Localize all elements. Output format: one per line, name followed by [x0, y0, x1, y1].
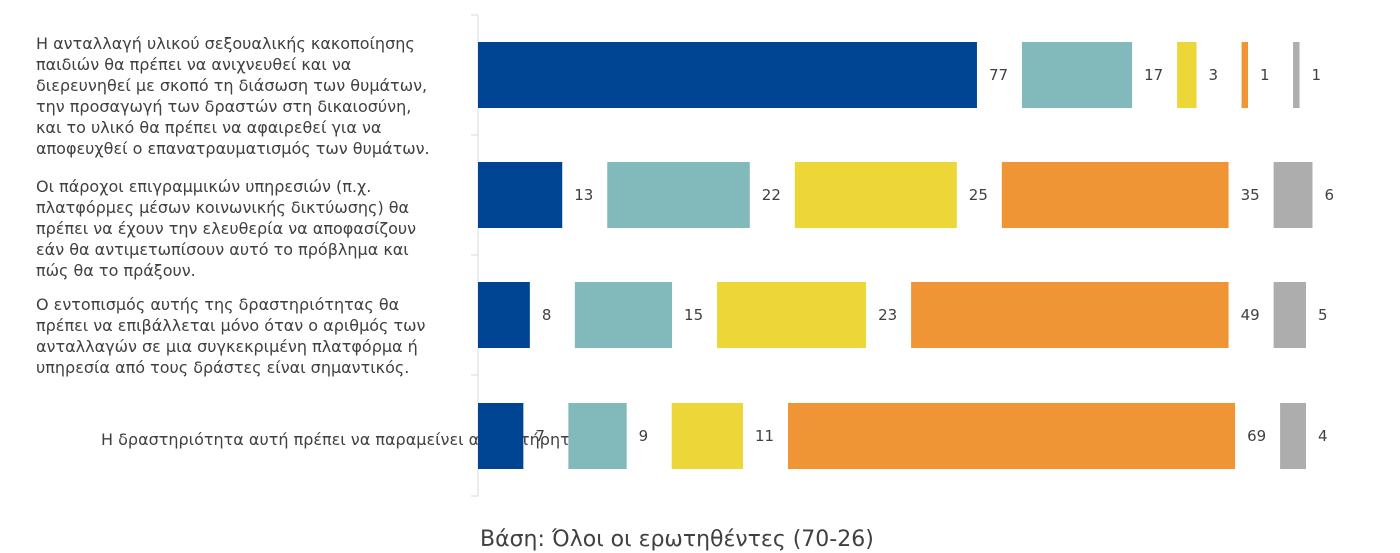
base-note: Βάση: Όλοι οι ερωτηθέντες (70-26) — [480, 527, 874, 552]
category-label-1: Η ανταλλαγή υλικού σεξουαλικής κακοποίησ… — [36, 34, 430, 158]
data-label: 77 — [989, 66, 1008, 84]
data-label: 25 — [969, 186, 988, 204]
bar-segment — [574, 282, 673, 348]
data-label: 6 — [1324, 186, 1334, 204]
bar-segment — [478, 162, 563, 228]
data-label: 3 — [1209, 66, 1219, 84]
bar-segment — [1280, 403, 1306, 469]
bar-segment — [607, 162, 750, 228]
bar-segment — [787, 403, 1236, 469]
data-label: 23 — [878, 306, 897, 324]
data-label: 11 — [755, 427, 774, 445]
bar-segment — [911, 282, 1229, 348]
category-label-3: Ο εντοπισμός αυτής της δραστηριότητας θα… — [36, 295, 426, 377]
data-label: 4 — [1318, 427, 1328, 445]
data-label: 1 — [1312, 66, 1322, 84]
bar-segment — [478, 42, 977, 108]
data-label: 17 — [1144, 66, 1163, 84]
bar-group: 77 17 3 1 113 22 25 35 68 15 23 49 57 9 11 69 4 — [478, 42, 1334, 469]
data-label: 8 — [542, 306, 552, 324]
bar-segment — [794, 162, 957, 228]
data-label: 22 — [762, 186, 781, 204]
bar-segment — [1273, 162, 1313, 228]
bar-segment — [1021, 42, 1133, 108]
data-label: 69 — [1247, 427, 1266, 445]
bar-segment — [1241, 42, 1249, 108]
category-label-2: Οι πάροχοι επιγραμμικών υπηρεσιών (π.χ. … — [36, 177, 417, 280]
data-label: 5 — [1318, 306, 1328, 324]
bar-segment — [1273, 282, 1306, 348]
bar-segment — [671, 403, 743, 469]
bar-segment — [1001, 162, 1229, 228]
bar-segment — [478, 282, 530, 348]
bar-segment — [717, 282, 867, 348]
data-label: 35 — [1241, 186, 1260, 204]
category-label-4: Η δραστηριότητα αυτή πρέπει να παραμείνε… — [101, 430, 580, 449]
data-label: 49 — [1241, 306, 1260, 324]
data-label: 15 — [684, 306, 703, 324]
bar-segment — [1177, 42, 1197, 108]
data-label: 9 — [639, 427, 649, 445]
bar-segment — [1293, 42, 1300, 108]
data-label: 13 — [574, 186, 593, 204]
data-label: 1 — [1260, 66, 1270, 84]
